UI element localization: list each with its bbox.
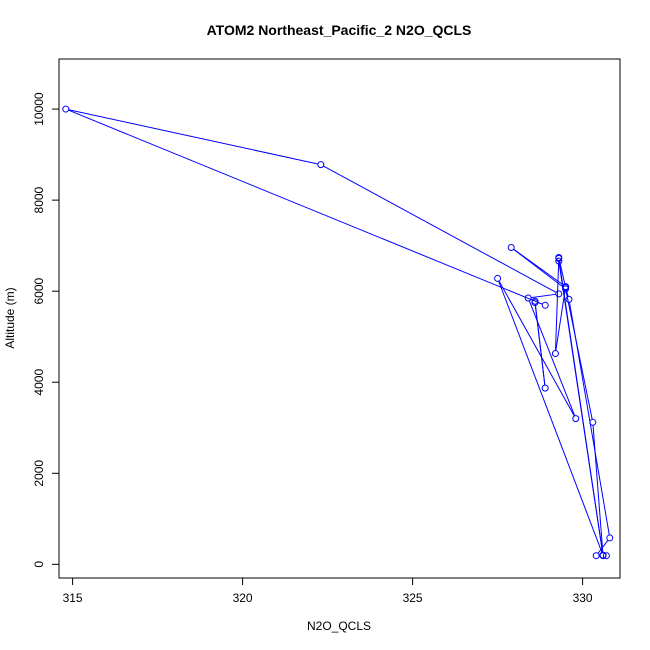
series-segment	[531, 293, 556, 299]
data-point	[599, 551, 607, 559]
series-segment	[323, 165, 557, 293]
x-tick-label: 320	[233, 591, 253, 605]
data-point	[555, 254, 563, 262]
y-tick-label: 0	[32, 561, 46, 568]
data-point	[541, 384, 549, 392]
data-point	[572, 415, 580, 423]
data-point	[541, 301, 549, 309]
series-segment	[498, 281, 603, 553]
data-point	[602, 552, 610, 560]
series-segment	[534, 305, 546, 386]
x-axis: 315 320 325 330	[63, 577, 593, 605]
series-segment	[558, 260, 566, 285]
data-point	[606, 534, 614, 542]
series-segment	[558, 261, 604, 553]
data-point	[592, 552, 600, 560]
data-point	[562, 283, 570, 291]
y-tick-label: 4000	[32, 369, 46, 396]
y-tick-label: 10000	[32, 92, 46, 126]
y-tick-label: 2000	[32, 460, 46, 487]
y-axis-label: Altitude (m)	[3, 287, 17, 348]
series-segment	[498, 280, 575, 417]
x-tick-label: 325	[403, 591, 423, 605]
y-tick-label: 6000	[32, 278, 46, 305]
data-point	[551, 350, 559, 358]
series-segment	[537, 301, 543, 305]
data-point	[555, 257, 563, 265]
data-point	[62, 105, 70, 113]
series-segment	[68, 109, 318, 165]
data-point	[507, 243, 515, 251]
series-segment	[513, 248, 564, 286]
series-n2o-qcls	[62, 105, 614, 560]
data-point	[317, 161, 325, 169]
data-point	[565, 295, 573, 303]
data-point	[562, 285, 570, 293]
series-segment	[68, 109, 543, 305]
series-segment	[555, 261, 560, 351]
chart-title: ATOM2 Northeast_Pacific_2 N2O_QCLS	[207, 22, 472, 38]
y-axis: 0 2000 4000 6000 8000 10000	[32, 92, 60, 568]
data-point	[555, 290, 563, 298]
series-segment	[565, 291, 593, 420]
data-point	[589, 418, 597, 426]
data-point	[524, 294, 532, 302]
data-point	[494, 274, 502, 282]
y-tick-label: 8000	[32, 186, 46, 213]
series-segment	[592, 425, 604, 553]
series-segment	[597, 540, 609, 554]
x-axis-label: N2O_QCLS	[307, 619, 371, 633]
series-segment	[555, 289, 566, 351]
x-tick-label: 330	[573, 591, 593, 605]
data-point	[531, 299, 539, 307]
x-tick-label: 315	[63, 591, 83, 605]
